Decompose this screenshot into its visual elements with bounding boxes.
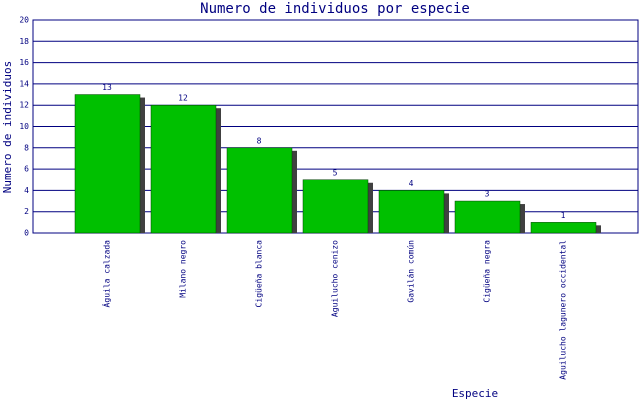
value-label: 12 <box>178 94 188 103</box>
value-label: 13 <box>102 83 112 92</box>
y-tick-label: 4 <box>24 186 29 195</box>
y-tick-label: 2 <box>24 207 29 216</box>
x-tick-label: Aguilucho lagunero occidental <box>559 240 568 380</box>
x-tick-label: Aguilucho cenizo <box>331 240 340 317</box>
x-tick-label: Cigüeña negra <box>483 240 492 303</box>
value-label: 8 <box>257 136 262 145</box>
bar <box>454 200 521 234</box>
bar <box>226 147 293 234</box>
value-label: 4 <box>409 179 414 188</box>
value-label: 3 <box>485 190 490 199</box>
y-tick-label: 6 <box>24 165 29 174</box>
y-tick-label: 0 <box>24 229 29 238</box>
bar <box>302 179 369 234</box>
x-tick-label: Cigüeña blanca <box>255 240 264 308</box>
bar <box>150 104 217 234</box>
value-label: 5 <box>333 168 338 177</box>
x-axis-title: Especie <box>452 387 498 400</box>
y-tick-label: 18 <box>19 37 29 46</box>
x-tick-label: Milano negro <box>179 240 188 298</box>
bar <box>530 222 597 234</box>
y-tick-label: 16 <box>19 58 29 67</box>
value-label: 1 <box>561 211 566 220</box>
x-tick-label: Gavilán común <box>407 240 416 303</box>
y-tick-label: 20 <box>19 16 29 25</box>
bar <box>378 190 445 234</box>
y-axis-title: Numero de individuos <box>1 61 14 193</box>
chart-title: Numero de individuos por especie <box>200 1 470 17</box>
y-tick-label: 12 <box>19 101 29 110</box>
bar <box>74 94 141 234</box>
y-tick-label: 8 <box>24 143 29 152</box>
x-tick-label: Águila calzada <box>101 240 112 308</box>
y-tick-label: 10 <box>19 122 29 131</box>
y-tick-label: 14 <box>19 79 29 88</box>
